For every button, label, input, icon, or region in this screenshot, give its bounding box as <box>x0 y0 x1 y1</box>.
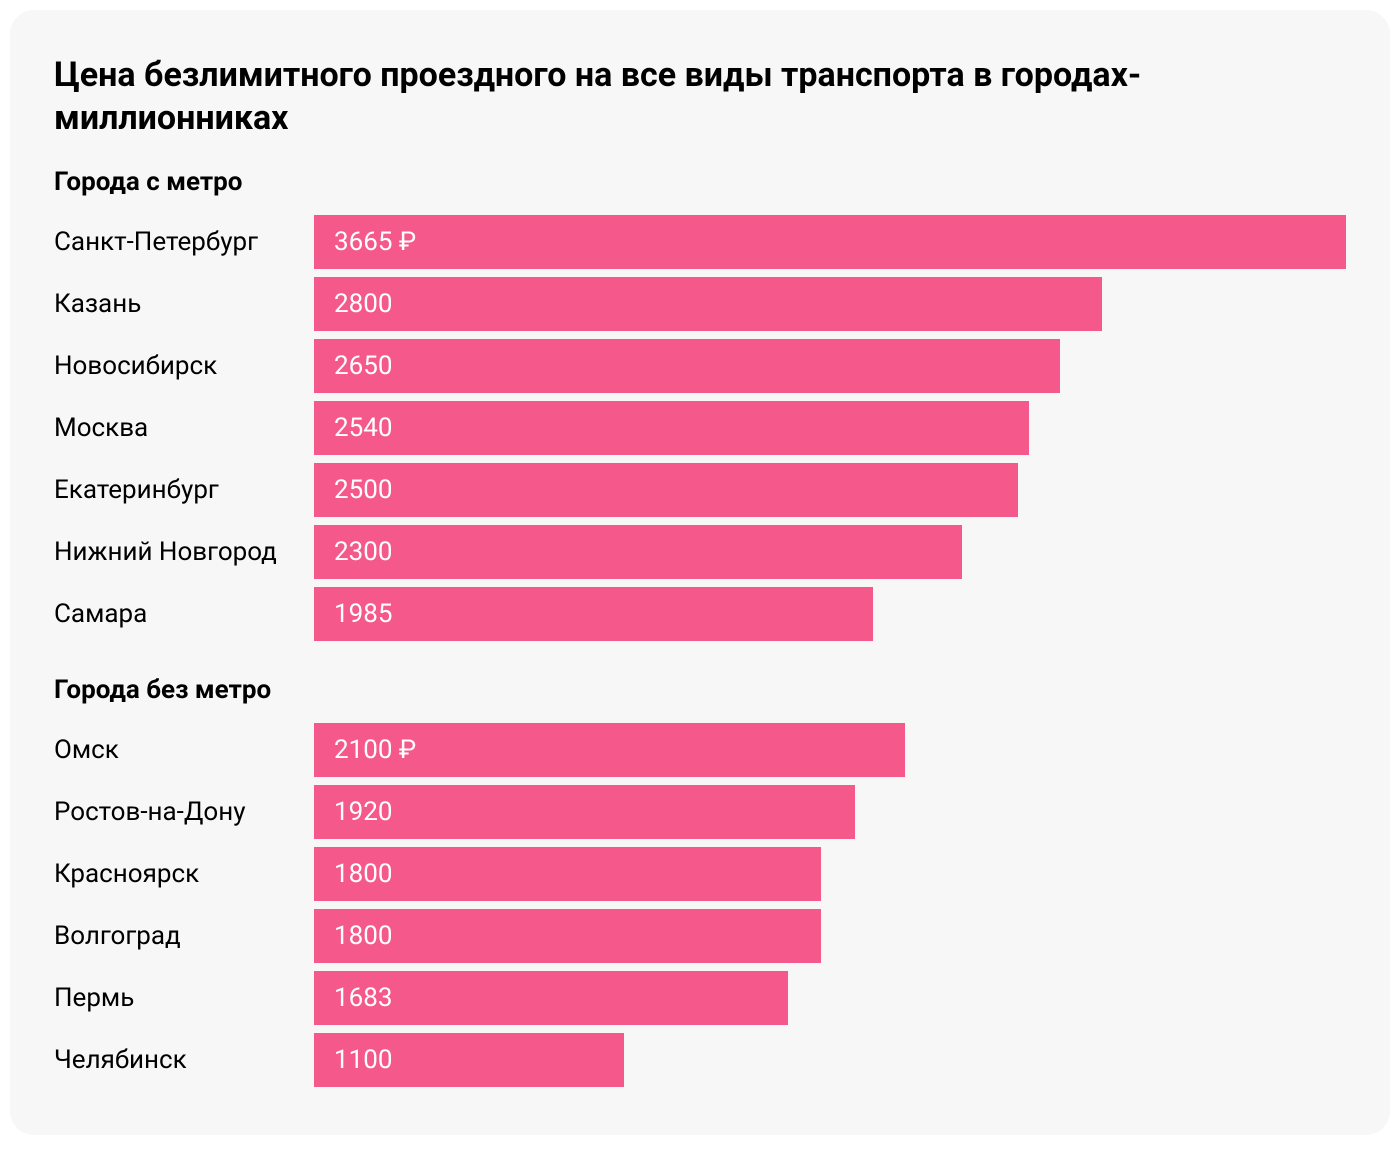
bar-track: 2100 ₽ <box>314 723 1346 777</box>
bar-row: Пермь 1683 <box>54 971 1346 1025</box>
bar-value: 1800 <box>334 859 392 889</box>
bar: 2300 <box>314 525 962 579</box>
section-title: Города без метро <box>54 675 1346 705</box>
bar-value: 2800 <box>334 289 392 319</box>
bar: 3665 ₽ <box>314 215 1346 269</box>
bar-track: 1985 <box>314 587 1346 641</box>
bar: 1985 <box>314 587 873 641</box>
bar-row: Казань 2800 <box>54 277 1346 331</box>
bar-row: Омск 2100 ₽ <box>54 723 1346 777</box>
bar-track: 1683 <box>314 971 1346 1025</box>
bar-label: Самара <box>54 599 314 629</box>
bar-label: Нижний Новгород <box>54 537 314 567</box>
bar: 2500 <box>314 463 1018 517</box>
bar: 1683 <box>314 971 788 1025</box>
bar-track: 2650 <box>314 339 1346 393</box>
bar-row: Москва 2540 <box>54 401 1346 455</box>
bar: 1800 <box>314 909 821 963</box>
bar-track: 2540 <box>314 401 1346 455</box>
bar-label: Москва <box>54 413 314 443</box>
bar-value: 3665 ₽ <box>334 227 416 257</box>
bar-value: 2500 <box>334 475 392 505</box>
bar-value: 1800 <box>334 921 392 951</box>
bar-row: Красноярск 1800 <box>54 847 1346 901</box>
bar-track: 1800 <box>314 909 1346 963</box>
bar: 2540 <box>314 401 1029 455</box>
bar-value: 2100 ₽ <box>334 735 416 765</box>
bar: 2800 <box>314 277 1102 331</box>
bar-row: Самара 1985 <box>54 587 1346 641</box>
chart-section: Города с метро Санкт-Петербург 3665 ₽ Казан… <box>54 167 1346 641</box>
bar-row: Санкт-Петербург 3665 ₽ <box>54 215 1346 269</box>
bar-label: Красноярск <box>54 859 314 889</box>
bar: 2650 <box>314 339 1060 393</box>
bar-value: 2540 <box>334 413 392 443</box>
bar-row: Новосибирск 2650 <box>54 339 1346 393</box>
bar-label: Ростов-на-Дону <box>54 797 314 827</box>
bar-row: Екатеринбург 2500 <box>54 463 1346 517</box>
bar-label: Пермь <box>54 983 314 1013</box>
bar-track: 3665 ₽ <box>314 215 1346 269</box>
bar: 1920 <box>314 785 855 839</box>
chart-card: Цена безлимитного проездного на все виды… <box>10 10 1390 1135</box>
bar-value: 1683 <box>334 983 392 1013</box>
chart-section: Города без метро Омск 2100 ₽ Ростов-на-Дону… <box>54 675 1346 1087</box>
bar-value: 1920 <box>334 797 392 827</box>
chart-title: Цена безлимитного проездного на все виды… <box>54 54 1346 139</box>
bar-value: 2650 <box>334 351 392 381</box>
bar-row: Челябинск 1100 <box>54 1033 1346 1087</box>
bar-label: Челябинск <box>54 1045 314 1075</box>
bar-label: Санкт-Петербург <box>54 227 314 257</box>
bar-label: Казань <box>54 289 314 319</box>
bar: 1800 <box>314 847 821 901</box>
bar-track: 1100 <box>314 1033 1346 1087</box>
bar: 1100 <box>314 1033 624 1087</box>
bar-track: 2300 <box>314 525 1346 579</box>
bar-label: Омск <box>54 735 314 765</box>
bar-row: Волгоград 1800 <box>54 909 1346 963</box>
bar-label: Волгоград <box>54 921 314 951</box>
bar: 2100 ₽ <box>314 723 905 777</box>
bar-row: Ростов-на-Дону 1920 <box>54 785 1346 839</box>
bar-track: 2500 <box>314 463 1346 517</box>
bar-track: 1920 <box>314 785 1346 839</box>
bar-value: 1985 <box>334 599 392 629</box>
bar-label: Екатеринбург <box>54 475 314 505</box>
bar-value: 2300 <box>334 537 392 567</box>
bar-label: Новосибирск <box>54 351 314 381</box>
chart-sections: Города с метро Санкт-Петербург 3665 ₽ Казан… <box>54 167 1346 1087</box>
bar-row: Нижний Новгород 2300 <box>54 525 1346 579</box>
bar-track: 1800 <box>314 847 1346 901</box>
bar-value: 1100 <box>334 1045 392 1075</box>
section-title: Города с метро <box>54 167 1346 197</box>
bar-track: 2800 <box>314 277 1346 331</box>
